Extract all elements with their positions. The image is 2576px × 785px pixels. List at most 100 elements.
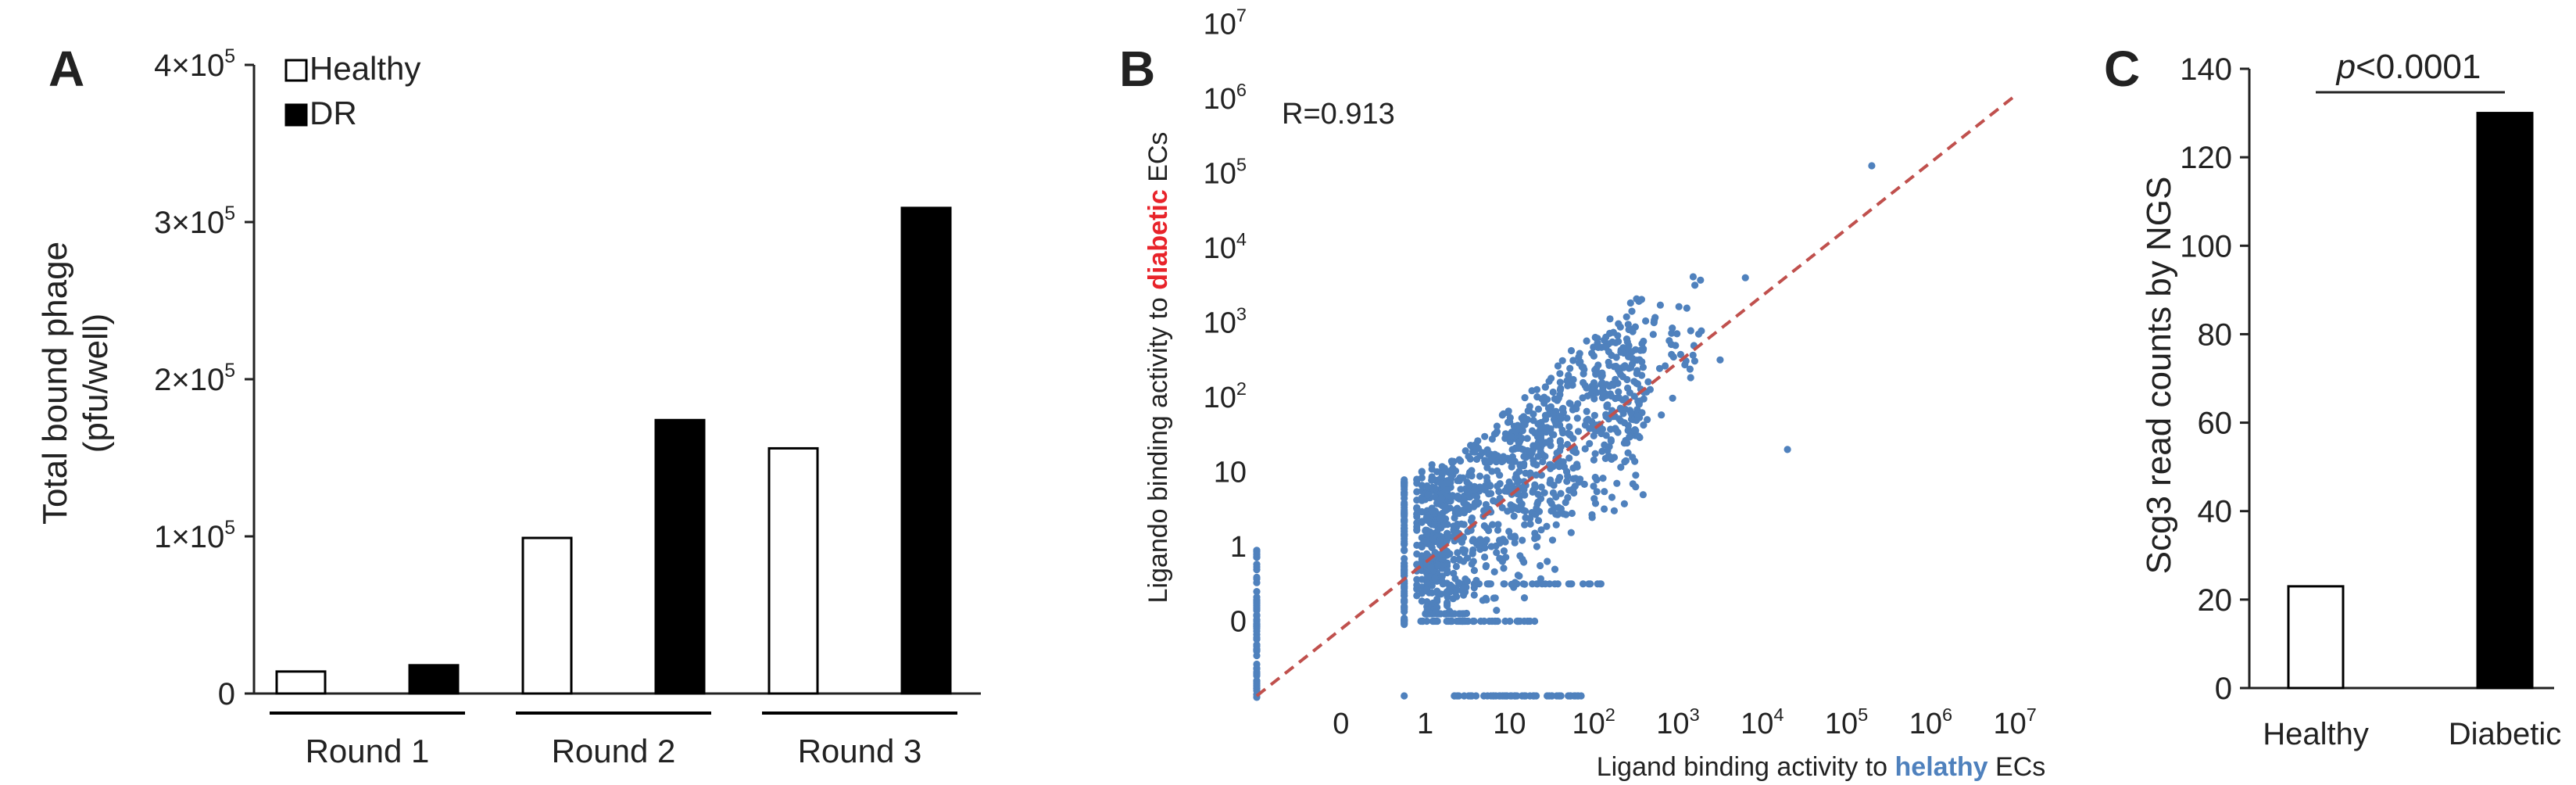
panel-b-point [1442,589,1451,597]
panel-b-point [1401,479,1408,488]
panel-b-point [1636,433,1644,442]
panel-b-point [1253,599,1261,607]
panel-b-point [1462,447,1469,455]
panel-b-point [1635,297,1643,305]
panel-b-point [1563,414,1571,422]
panel-b-point [1541,383,1549,391]
panel-b-point [1465,481,1473,489]
panel-b-point [1448,459,1456,467]
panel-b-point [1565,486,1573,494]
panel-b-point [1567,346,1576,355]
panel-b-point [1579,394,1587,402]
panel-b-point [1627,409,1635,417]
panel-b-point [1541,411,1549,419]
panel-b-point [1568,509,1576,518]
panel-b-point [1580,370,1587,378]
panel-b-point [1444,602,1451,610]
panel-b-point [1565,423,1573,431]
panel-b-point [1629,328,1637,335]
panel-b-point [1460,692,1468,700]
panel-b-point [1520,460,1528,468]
panel-b-point [1490,496,1497,505]
panel-b-point [1603,381,1611,389]
panel-b-ytick-label-5-exponent: 4 [1236,229,1247,249]
panel-b-point [1555,394,1562,402]
panel-b-point [1504,507,1512,515]
panel-b-point [1548,536,1557,544]
panel-b-point [1429,475,1436,482]
panel-b-point [1633,370,1640,378]
panel-b-point [1507,532,1515,540]
panel-b-point [1565,400,1573,407]
panel-b-point [1521,580,1529,588]
legend-label-dr: DR [309,95,357,131]
panel-b-point [1429,535,1437,543]
panel-b-point [1480,692,1488,700]
panel-b-point [1438,577,1446,586]
panel-b-point [1548,431,1556,439]
panel-b-point [1423,617,1431,625]
panel-b-point [1508,692,1515,700]
panel-a-ytick-label-4-mantissa: 4×10 [154,48,224,83]
panel-b-point [1540,489,1548,496]
panel-b-point [1534,490,1542,498]
panel-b-ylabel: Ligando binding activity to diabetic ECs [1143,132,1173,604]
panel-b-point [1564,429,1572,437]
panel-b-point [1491,450,1499,458]
panel-b-point [1520,453,1528,461]
panel-b-point [1483,596,1490,604]
panel-b-point [1458,520,1465,528]
panel-b-point [1583,337,1590,345]
panel-b-point [1539,457,1547,466]
panel-b-xtick-label-6: 105 [1825,704,1868,740]
panel-b-point [1429,484,1436,492]
panel-b-point [1441,504,1449,511]
panel-b-point [1434,561,1442,569]
panel-b-point [1470,591,1478,599]
panel-b-point [1500,565,1508,572]
panel-b-point [1580,480,1588,489]
panel-b-xtick-label-0: 0 [1333,708,1349,740]
panel-b-point [1669,324,1676,332]
panel-b-point [1608,493,1616,501]
panel-b-point [1716,356,1724,364]
panel-b-point [1605,358,1612,366]
panel-b-point [1457,486,1465,493]
panel-b-point [1463,577,1472,586]
panel-b-point [1494,482,1501,490]
panel-b-point [1460,591,1468,599]
panel-b-ytick-label-1: 1 [1230,531,1247,564]
panel-b-point [1644,416,1651,424]
panel-b-point [1563,478,1571,486]
panel-b-point [1629,453,1637,461]
panel-b-xtick-label-6-mantissa: 10 [1825,708,1858,740]
panel-b-point [1521,491,1529,499]
panel-b-point [1593,476,1601,484]
panel-b-point [1557,443,1565,450]
panel-b-point [1546,437,1554,445]
panel-b-point [1481,432,1489,440]
panel-b-point [1463,554,1472,562]
panel-b-point [1672,342,1680,349]
panel-b-point [1598,447,1606,455]
panel-b-xtick-label-2: 10 [1493,708,1526,740]
panel-c-category-healthy: Healthy [2263,717,2369,751]
panel-a-ytick-label-3-mantissa: 3×10 [154,206,224,240]
panel-b-point [1585,580,1593,588]
panel-b-point [1537,435,1545,443]
panel-b-point [1615,393,1623,401]
panel-b-point [1612,425,1620,434]
panel-b-ytick-label-8-exponent: 7 [1236,5,1247,26]
panel-b-point [1741,274,1749,281]
panel-b-point [1423,579,1431,587]
panel-b-point [1687,374,1694,382]
panel-b-point [1253,588,1261,596]
panel-b-label: B [1119,41,1155,97]
panel-b-point [1451,575,1459,582]
panel-b-point [1253,563,1261,571]
panel-b-point [1455,456,1463,464]
panel-b-point [1444,479,1451,487]
panel-b-point [1550,482,1558,489]
panel-b-point [1569,447,1577,455]
panel-b-xtick-label-4-exponent: 3 [1690,704,1700,725]
